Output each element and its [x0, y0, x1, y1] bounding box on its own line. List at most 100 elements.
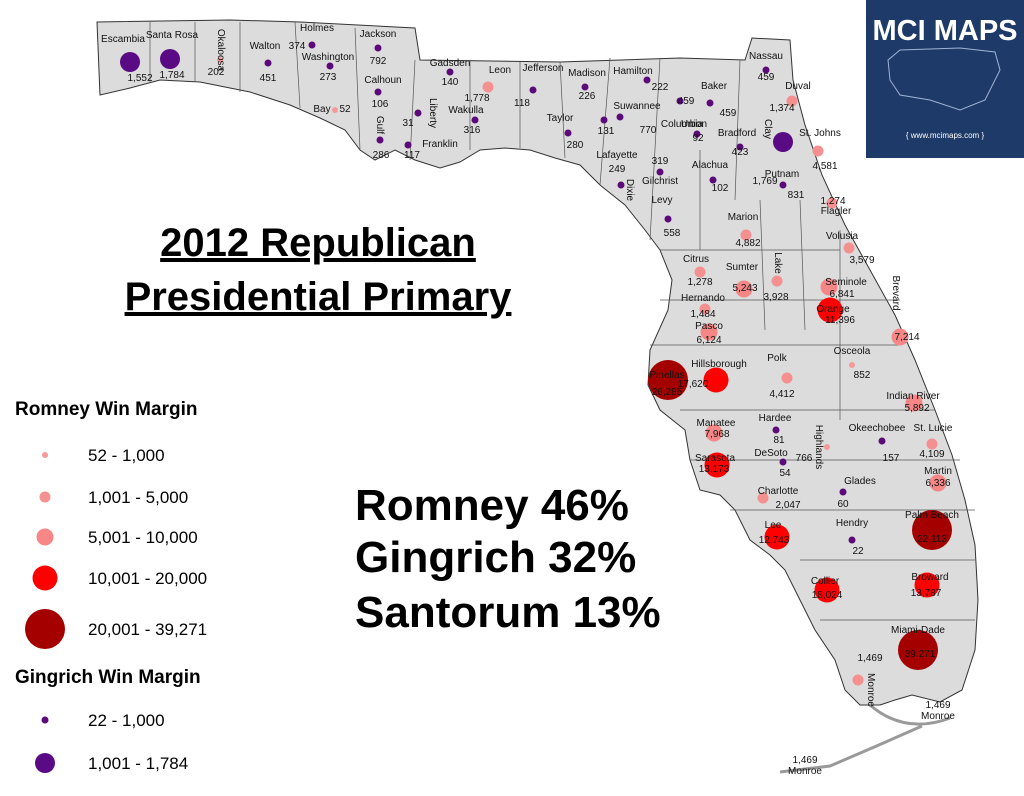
legend-swatch: [39, 491, 51, 503]
county-marker: [326, 62, 334, 70]
county-marker: [848, 536, 856, 544]
county-value: 157: [883, 453, 900, 464]
county-value: 1,484: [690, 309, 715, 320]
county-name: Miami-Dade: [891, 625, 945, 636]
county-name: Clay: [762, 119, 773, 139]
county-name: Volusia: [826, 231, 859, 242]
legend-label: 22 - 1,000: [88, 711, 165, 730]
county-value: 280: [567, 140, 584, 151]
county-marker: [264, 59, 272, 67]
legend-label: 20,001 - 39,271: [88, 620, 207, 639]
county-value: 316: [464, 125, 481, 136]
county-name: Wakulla: [448, 105, 484, 116]
county-marker: [826, 197, 838, 209]
county-marker: [160, 49, 180, 69]
county-value: 12,743: [759, 535, 790, 546]
county-name: Palm Beach: [905, 510, 959, 521]
legend-swatch: [25, 609, 65, 649]
county-name: Taylor: [547, 113, 574, 124]
county-name: DeSoto: [754, 448, 788, 459]
county-name: Flagler: [821, 206, 852, 217]
county-marker: [779, 181, 787, 189]
county-marker: [656, 168, 664, 176]
county-value: 102: [712, 183, 729, 194]
county-marker: [643, 76, 651, 84]
county-name: Martin: [924, 466, 952, 477]
county-value: 7,968: [704, 429, 729, 440]
county-marker: [771, 275, 783, 287]
legend-title: Romney Win Margin: [15, 399, 197, 420]
county-value: 273: [320, 72, 337, 83]
county-marker: [414, 109, 422, 117]
county-marker: [779, 458, 787, 466]
keys-value: 1,469: [925, 700, 950, 711]
county-value: 459: [678, 96, 695, 107]
county-marker: [839, 488, 847, 496]
county-name: Gulf: [374, 116, 385, 135]
legend-swatch: [36, 528, 54, 546]
keys-name: Monroe: [788, 766, 822, 777]
county-marker: [482, 81, 494, 93]
logo-title: MCI MAPS: [873, 15, 1018, 47]
county-value: 118: [514, 98, 530, 109]
county-value: 770: [640, 125, 657, 136]
county-marker: [703, 367, 729, 393]
county-marker: [376, 136, 384, 144]
legend-label: 1,001 - 5,000: [88, 488, 188, 507]
county-name: Okeechobee: [849, 423, 906, 434]
county-name: Indian River: [886, 391, 940, 402]
county-marker: [773, 132, 793, 152]
county-name: Marion: [728, 212, 759, 223]
county-marker: [581, 83, 589, 91]
county-marker: [706, 99, 714, 107]
county-value: 92: [692, 133, 704, 144]
county-name: Seminole: [825, 277, 867, 288]
county-value: 52: [339, 104, 351, 115]
county-value: 766: [796, 453, 813, 464]
county-value: 1,274: [820, 196, 845, 207]
county-value: 1,552: [127, 73, 152, 84]
county-marker: [308, 41, 316, 49]
logo: MCI MAPS { www.mcimaps.com }: [866, 0, 1024, 158]
county-value: 374: [289, 41, 306, 52]
county-name: Sumter: [726, 262, 759, 273]
county-value: 286: [373, 150, 390, 161]
legend-label: 1,001 - 1,784: [88, 754, 188, 773]
county-marker: [704, 452, 730, 478]
county-name: Jackson: [360, 29, 397, 40]
county-marker: [664, 215, 672, 223]
county-value: 22,113: [917, 534, 947, 545]
county-marker: [709, 176, 717, 184]
county-marker: [929, 474, 947, 492]
county-marker: [820, 278, 838, 296]
county-value: 13,787: [911, 588, 942, 599]
county-value: 6,841: [829, 289, 854, 300]
county-marker: [700, 323, 718, 341]
county-name: Hamilton: [613, 66, 652, 77]
county-value: 6,336: [925, 478, 950, 489]
county-name: Jefferson: [523, 63, 564, 74]
county-marker: [564, 129, 572, 137]
county-name: Madison: [568, 68, 606, 79]
county-name: Brevard: [890, 275, 901, 310]
county-marker: [693, 130, 701, 138]
county-marker: [120, 52, 140, 72]
keys: [779, 703, 951, 774]
county-name: Charlotte: [758, 486, 799, 497]
county-value: 13,173: [699, 464, 730, 475]
county-marker: [332, 107, 338, 113]
county-marker: [217, 57, 223, 63]
county-marker: [814, 577, 840, 603]
county-marker: [817, 297, 843, 323]
county-value: 831: [788, 190, 805, 201]
county-lines: [149, 21, 975, 621]
county-name: St. Lucie: [914, 423, 953, 434]
county-name: Alachua: [692, 160, 729, 171]
county-value: 60: [837, 499, 849, 510]
county-marker: [735, 280, 753, 298]
county-marker: [648, 360, 688, 400]
county-name: Pinellas: [649, 370, 684, 381]
county-name: Collier: [811, 576, 840, 587]
county-value: 792: [370, 56, 387, 67]
